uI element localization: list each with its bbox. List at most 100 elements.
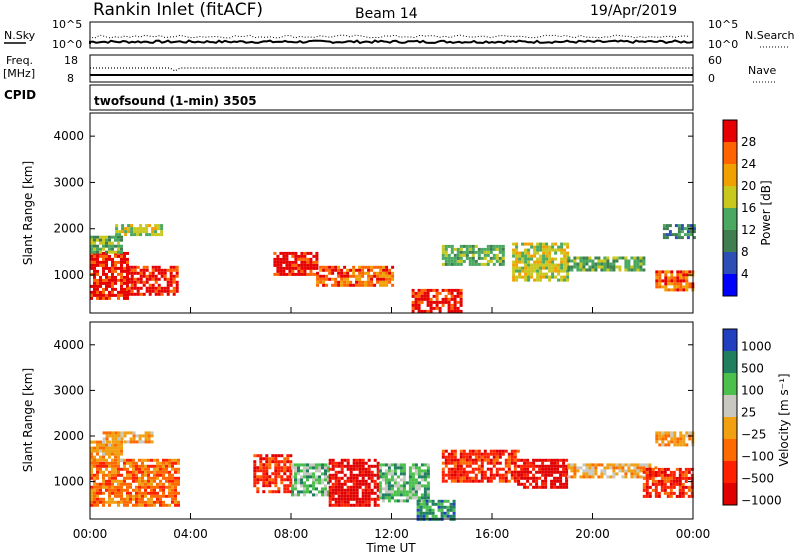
heatmap-cell — [271, 481, 275, 485]
heatmap-cell — [286, 460, 290, 464]
heatmap-cell — [399, 499, 403, 503]
heatmap-cell — [367, 458, 371, 462]
heatmap-cell — [337, 274, 341, 278]
heatmap-cell — [120, 500, 123, 504]
colorbar-tick-label: 12 — [741, 223, 756, 237]
heatmap-cell — [501, 262, 505, 266]
heatmap-cell — [685, 282, 689, 286]
heatmap-cell — [615, 259, 619, 263]
heatmap-cell — [429, 303, 433, 307]
heatmap-cell — [670, 434, 674, 438]
heatmap-cell — [159, 482, 162, 486]
heatmap-cell — [285, 272, 289, 276]
heatmap-cell — [132, 458, 135, 462]
heatmap-cell — [358, 470, 362, 474]
heatmap-cell — [527, 272, 531, 276]
heatmap-cell — [102, 452, 105, 456]
heatmap-cell — [447, 253, 451, 257]
colorbar-segment — [723, 120, 737, 142]
heatmap-cell — [126, 497, 129, 501]
heatmap-cell — [129, 476, 132, 480]
heatmap-cell — [156, 497, 159, 501]
heatmap-cell — [277, 463, 281, 467]
heatmap-cell — [560, 257, 564, 261]
heatmap-cell — [93, 238, 96, 242]
heatmap-cell — [114, 275, 117, 279]
heatmap-cell — [286, 457, 290, 461]
heatmap-cell — [340, 461, 344, 465]
heatmap-cell — [153, 491, 156, 495]
heatmap-cell — [453, 464, 457, 468]
heatmap-cell — [99, 254, 102, 258]
heatmap-cell — [277, 472, 281, 476]
heatmap-cell — [340, 271, 344, 275]
heatmap-cell — [127, 227, 131, 231]
heatmap-cell — [661, 270, 665, 274]
heatmap-cell — [262, 490, 266, 494]
heatmap-cell — [148, 292, 152, 296]
heatmap-cell — [384, 481, 388, 485]
heatmap-cell — [108, 290, 111, 294]
heatmap-cell — [444, 455, 448, 459]
heatmap-cell — [138, 437, 142, 441]
heatmap-cell — [411, 309, 415, 313]
heatmap-cell — [102, 241, 105, 245]
heatmap-cell — [679, 276, 683, 280]
heatmap-cell — [276, 272, 280, 276]
heatmap-cell — [553, 476, 557, 480]
heatmap-cell — [648, 494, 652, 498]
heatmap-cell — [172, 277, 176, 281]
heatmap-cell — [147, 467, 150, 471]
heatmap-cell — [685, 273, 689, 277]
heatmap-cell — [526, 470, 530, 474]
heatmap-cell — [283, 484, 287, 488]
heatmap-cell — [414, 306, 418, 310]
heatmap-cell — [168, 488, 171, 492]
heatmap-cell — [636, 475, 640, 479]
heatmap-cell — [554, 269, 558, 273]
heatmap-cell — [681, 482, 685, 486]
heatmap-cell — [334, 461, 338, 465]
heatmap-cell — [379, 271, 383, 275]
heatmap-cell — [663, 491, 667, 495]
heatmap-cell — [547, 467, 551, 471]
heatmap-cell — [465, 247, 469, 251]
heatmap-cell — [664, 443, 668, 447]
heatmap-cell — [416, 505, 420, 509]
heatmap-cell — [153, 470, 156, 474]
heatmap-cell — [440, 499, 444, 503]
heatmap-cell — [262, 475, 266, 479]
heatmap-cell — [459, 250, 463, 254]
heatmap-cell — [526, 461, 530, 465]
heatmap-cell — [664, 437, 668, 441]
heatmap-cell — [265, 454, 269, 458]
heatmap-cell — [548, 278, 552, 282]
heatmap-cell — [367, 473, 371, 477]
heatmap-cell — [648, 491, 652, 495]
heatmap-cell — [105, 440, 109, 444]
heatmap-cell — [529, 461, 533, 465]
heatmap-cell — [557, 248, 561, 252]
heatmap-cell — [127, 292, 131, 296]
heatmap-cell — [327, 469, 330, 473]
heatmap-cell — [440, 502, 444, 506]
heatmap-cell — [111, 470, 114, 474]
heatmap-cell — [127, 230, 131, 234]
heatmap-cell — [539, 263, 543, 267]
heatmap-cell — [259, 463, 263, 467]
heatmap-cell — [551, 260, 555, 264]
heatmap-cell — [556, 479, 560, 483]
heatmap-cell — [681, 485, 685, 489]
heatmap-cell — [630, 463, 634, 467]
heatmap-cell — [114, 431, 118, 435]
heatmap-cell — [441, 300, 445, 304]
heatmap-cell — [530, 269, 534, 273]
heatmap-cell — [169, 289, 173, 293]
heatmap-cell — [303, 251, 307, 255]
heatmap-cell — [337, 476, 341, 480]
heatmap-cell — [612, 259, 616, 263]
heatmap-cell — [411, 496, 415, 500]
heatmap-cell — [358, 277, 362, 281]
heatmap-cell — [337, 485, 341, 489]
